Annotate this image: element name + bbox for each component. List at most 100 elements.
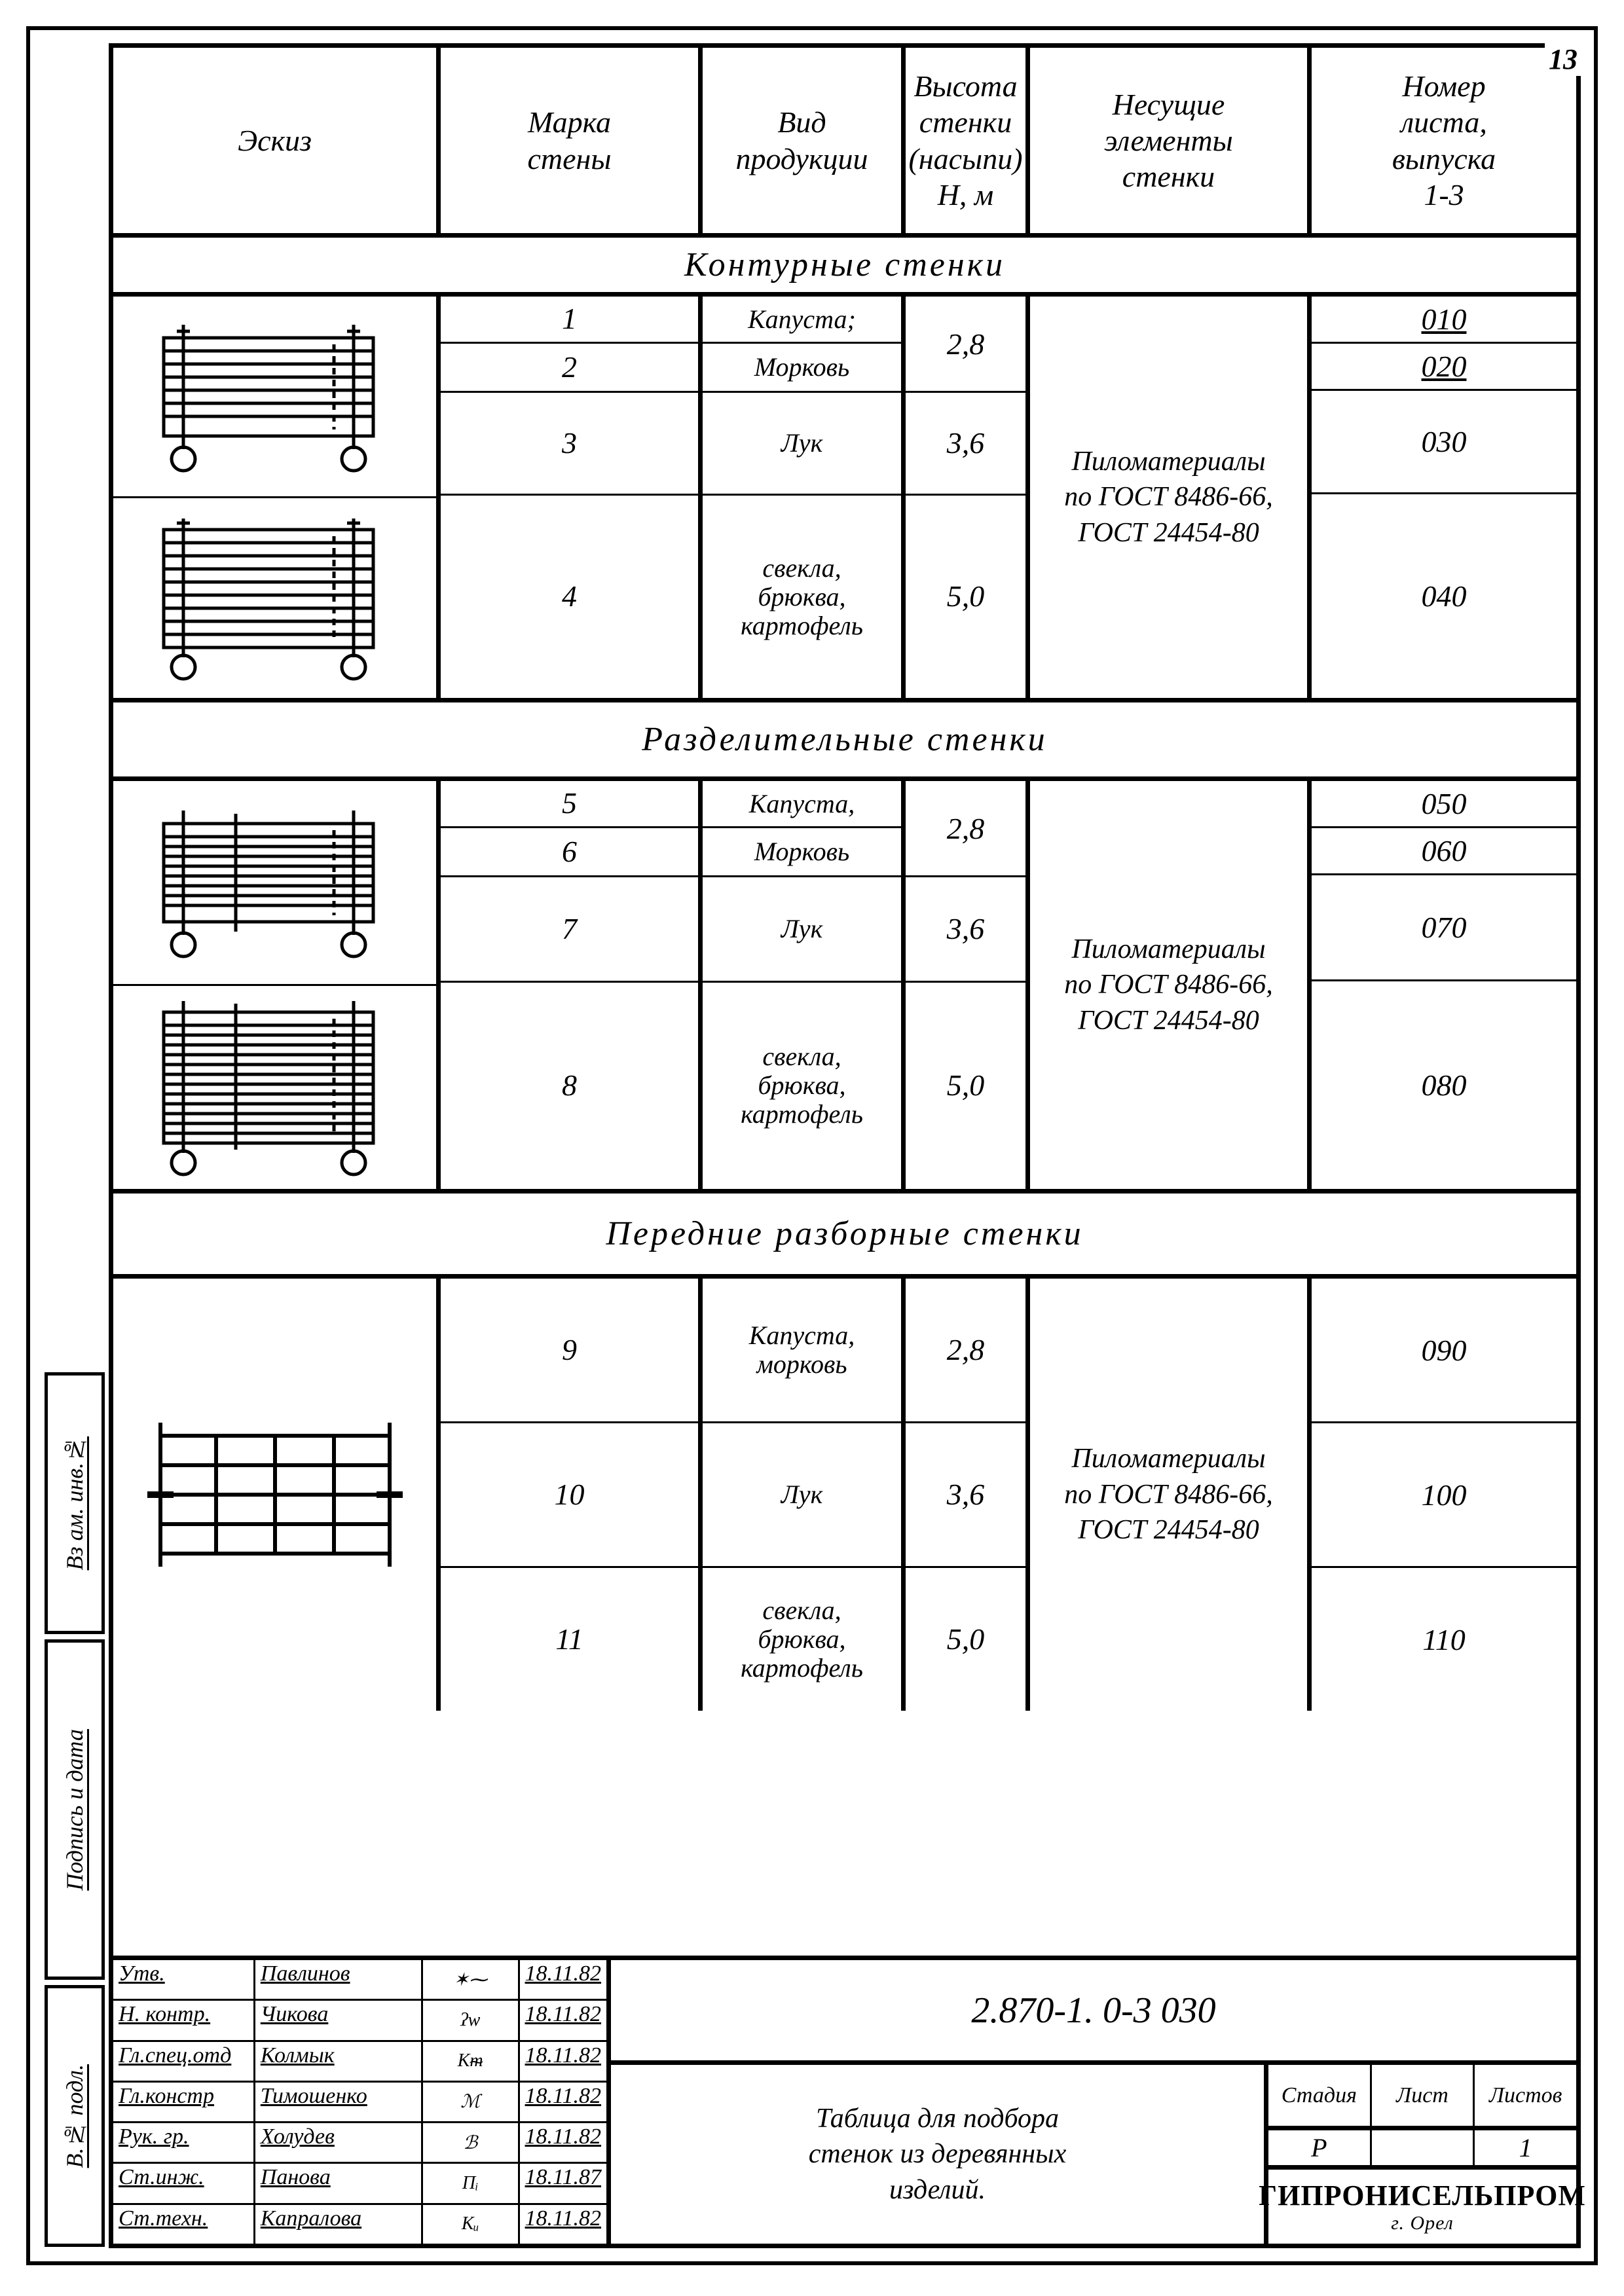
sig-name: Павлинов [255,1960,423,1999]
group-contour: 1 Капуста; 2 Морковь 2,8 3 [113,297,1576,702]
org-city: г. Орел [1391,2212,1454,2234]
wall-sketch-icon [138,513,413,683]
sig-row: Гл.спец.отд Колмык Кᵯ 18.11.82 [113,2042,606,2083]
hdr-marka: Маркастены [441,48,703,233]
lbl-sheets: Листов [1475,2065,1576,2126]
cell-vid: свекла,брюква,картофель [703,1568,906,1711]
sig-date: 18.11.82 [520,1960,606,1999]
binding-field-sign: Подпись и дата [45,1639,105,1980]
signature-icon: ✶⁓ [423,1960,520,1999]
cell-nom: 050 [1312,781,1576,828]
doc-info-block: 2.870-1. 0-3 030 Таблица для подборастен… [611,1960,1576,2244]
sig-row: Утв. Павлинов ✶⁓ 18.11.82 [113,1960,606,2001]
val-sheets: 1 [1475,2130,1576,2165]
cell-marka: 10 [441,1423,703,1566]
cell-height: 2,8 [906,1279,1030,1421]
signatures-block: Утв. Павлинов ✶⁓ 18.11.82 Н. контр. Чико… [113,1960,611,2244]
sig-name: Тимошенко [255,2083,423,2121]
sig-date: 18.11.87 [520,2164,606,2202]
data-col: 9 Капуста,морковь 2,8 10 Лук 3,6 11 свек… [441,1279,1576,1711]
sig-role: Утв. [113,1960,255,1999]
cell-vid: Лук [703,1423,906,1566]
sig-row: Рук. гр. Холудев ℬ 18.11.82 [113,2123,606,2164]
cell-height: 3,6 [906,393,1030,494]
cell-materials: Пиломатериалыпо ГОСТ 8486-66,ГОСТ 24454-… [1030,297,1312,698]
wall-sketch-icon [138,996,413,1179]
cell-nom: 090 [1312,1279,1576,1423]
wall-sketch-icon [138,804,413,961]
drawing-sheet: В.№ подл. Подпись и дата Вз ам. инв.№ 13… [26,26,1598,2265]
signature-icon: Кᵯ [423,2042,520,2081]
hdr-vid: Видпродукции [703,48,906,233]
sig-row: Ст.инж. Панова Пᵢ 18.11.87 [113,2164,606,2204]
cell-vid: Морковь [703,828,906,875]
cell-nom: 080 [1312,981,1576,1189]
sketch-cell [113,986,436,1189]
sig-name: Колмык [255,2042,423,2081]
sig-date: 18.11.82 [520,2001,606,2039]
sketch-cell [113,781,436,986]
signature-icon: ℳ [423,2083,520,2121]
cell-nom: 020 [1312,344,1576,391]
nom-col: 010 020 030 040 [1312,297,1576,698]
sig-role: Гл.констр [113,2083,255,2121]
group-separator: 5 Капуста, 6 Морковь 2,8 7 Лук [113,781,1576,1194]
binding-label: Вз ам. инв.№ [61,1423,88,1584]
cell-marka: 1 [441,297,703,342]
sig-date: 18.11.82 [520,2042,606,2081]
cell-marka: 5 [441,781,703,826]
group-front: 9 Капуста,морковь 2,8 10 Лук 3,6 11 свек… [113,1279,1576,1711]
cell-marka: 7 [441,877,703,981]
cell-vid: свекла,брюква,картофель [703,496,906,698]
wall-sketch-icon [138,318,413,475]
lbl-stage: Стадия [1268,2065,1372,2126]
cell-height: 3,6 [906,1423,1030,1566]
sig-name: Холудев [255,2123,423,2162]
binding-label: Подпись и дата [61,1716,88,1904]
cell-height: 3,6 [906,877,1030,981]
cell-nom: 010 [1312,297,1576,344]
hdr-nomer: Номерлиста,выпуска1-3 [1312,48,1576,233]
sig-name: Чикова [255,2001,423,2039]
sig-date: 18.11.82 [520,2083,606,2121]
cell-height: 5,0 [906,1568,1030,1711]
doc-title: Таблица для подборастенок из деревянныхи… [611,2065,1268,2244]
sig-role: Гл.спец.отд [113,2042,255,2081]
data-col: 5 Капуста, 6 Морковь 2,8 7 Лук [441,781,1576,1189]
inner-frame: 13 Эскиз Маркастены Видпродукции Высотас… [109,43,1581,2248]
sig-date: 18.11.82 [520,2205,606,2244]
hdr-nesush: Несущиеэлементыстенки [1030,48,1312,233]
lbl-sheet: Лист [1372,2065,1475,2126]
cell-marka: 4 [441,496,703,698]
sketch-cell [113,1279,436,1711]
cell-materials: Пиломатериалыпо ГОСТ 8486-66,ГОСТ 24454-… [1030,781,1312,1189]
cell-nom: 040 [1312,494,1576,698]
section-title-1: Контурные стенки [113,238,1576,297]
signature-icon: Кᵤ [423,2205,520,2244]
binding-label: В.№ подл. [61,2051,88,2181]
nom-col: 050 060 070 080 [1312,781,1576,1189]
nom-col: 090 100 110 [1312,1279,1576,1711]
cell-nom: 060 [1312,828,1576,875]
cell-marka: 2 [441,344,703,391]
org-block: ГИПРОНИСЕЛЬПРОМ г. Орел [1268,2170,1576,2244]
table-header: Эскиз Маркастены Видпродукции Высотастен… [113,48,1576,238]
cell-marka: 8 [441,983,703,1189]
cell-materials: Пиломатериалыпо ГОСТ 8486-66,ГОСТ 24454-… [1030,1279,1312,1711]
cell-height: 2,8 [906,781,1030,875]
sketch-cell [113,297,436,498]
sig-row: Гл.констр Тимошенко ℳ 18.11.82 [113,2083,606,2123]
cell-height: 5,0 [906,983,1030,1189]
sig-row: Н. контр. Чикова ʔw 18.11.82 [113,2001,606,2041]
signature-icon: ʔw [423,2001,520,2039]
signature-icon: ℬ [423,2123,520,2162]
sig-role: Ст.техн. [113,2205,255,2244]
sig-role: Рук. гр. [113,2123,255,2162]
eskiz-col [113,1279,441,1711]
title-block: Утв. Павлинов ✶⁓ 18.11.82 Н. контр. Чико… [113,1956,1576,2244]
section-title-3: Передние разборные стенки [113,1194,1576,1279]
cell-marka: 9 [441,1279,703,1421]
data-col: 1 Капуста; 2 Морковь 2,8 3 [441,297,1576,698]
binding-field-inv: В.№ подл. [45,1985,105,2247]
sig-name: Панова [255,2164,423,2202]
